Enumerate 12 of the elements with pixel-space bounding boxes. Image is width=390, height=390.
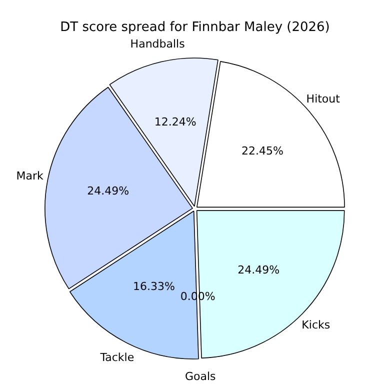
slice-label: Hitout xyxy=(306,92,341,106)
slice-label: Handballs xyxy=(130,38,186,51)
data-label: 24.49% xyxy=(238,263,280,276)
slice-label: Tackle xyxy=(99,350,134,364)
data-label: 16.33% xyxy=(133,280,176,294)
category-label: Goals xyxy=(184,370,216,383)
data-label: 12.24% xyxy=(154,115,196,128)
data-label: 22.45% xyxy=(241,144,284,158)
chart-title: DT score spread for Finnbar Maley (2026) xyxy=(60,20,330,36)
slice-label: Mark xyxy=(16,169,44,182)
data-label: 24.49% xyxy=(87,184,130,198)
slice-label: Kicks xyxy=(302,318,330,332)
